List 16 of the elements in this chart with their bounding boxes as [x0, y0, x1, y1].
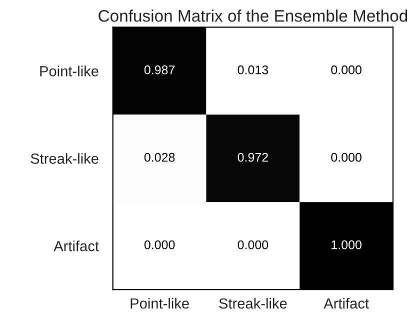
data-label: 0.000 [144, 240, 175, 250]
y-tick-label: Artifact [54, 240, 99, 252]
y-tick-label: Streak-like [30, 153, 98, 164]
data-label: 0.000 [331, 152, 362, 162]
data-label: 0.987 [144, 65, 175, 74]
data-label: 0.000 [238, 240, 268, 250]
data-label: 0.972 [238, 152, 268, 162]
data-label: 0.013 [238, 65, 268, 74]
x-tick-label: Artifact [324, 298, 369, 309]
chart-title: Confusion Matrix of the Ensemble Method [98, 10, 408, 22]
x-tick-label: Point-like [130, 298, 189, 309]
data-label: 0.000 [331, 65, 362, 74]
y-tick-label: Point-like [40, 66, 98, 76]
x-tick-label: Streak-like [219, 298, 287, 309]
data-label: 1.000 [332, 240, 362, 250]
data-label: 0.028 [144, 152, 175, 162]
